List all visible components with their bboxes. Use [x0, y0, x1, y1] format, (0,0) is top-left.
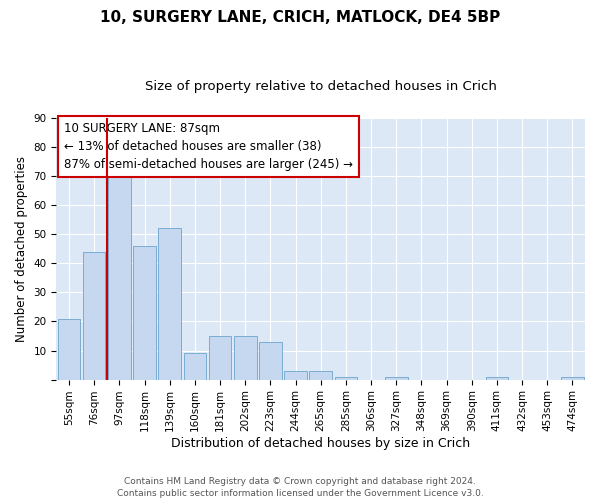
Text: 10 SURGERY LANE: 87sqm
← 13% of detached houses are smaller (38)
87% of semi-det: 10 SURGERY LANE: 87sqm ← 13% of detached… [64, 122, 353, 170]
Bar [310, 371, 332, 380]
Bar [284, 371, 307, 380]
Bar [108, 164, 131, 380]
Bar [58, 318, 80, 380]
Bar [209, 336, 232, 380]
Bar [561, 376, 584, 380]
X-axis label: Distribution of detached houses by size in Crich: Distribution of detached houses by size … [171, 437, 470, 450]
Text: 10, SURGERY LANE, CRICH, MATLOCK, DE4 5BP: 10, SURGERY LANE, CRICH, MATLOCK, DE4 5B… [100, 10, 500, 25]
Bar [158, 228, 181, 380]
Bar [385, 376, 407, 380]
Bar [184, 354, 206, 380]
Bar [335, 376, 357, 380]
Title: Size of property relative to detached houses in Crich: Size of property relative to detached ho… [145, 80, 497, 93]
Bar [133, 246, 156, 380]
Y-axis label: Number of detached properties: Number of detached properties [15, 156, 28, 342]
Bar [83, 252, 106, 380]
Bar [485, 376, 508, 380]
Bar [259, 342, 281, 380]
Bar [234, 336, 257, 380]
Text: Contains HM Land Registry data © Crown copyright and database right 2024.
Contai: Contains HM Land Registry data © Crown c… [116, 476, 484, 498]
